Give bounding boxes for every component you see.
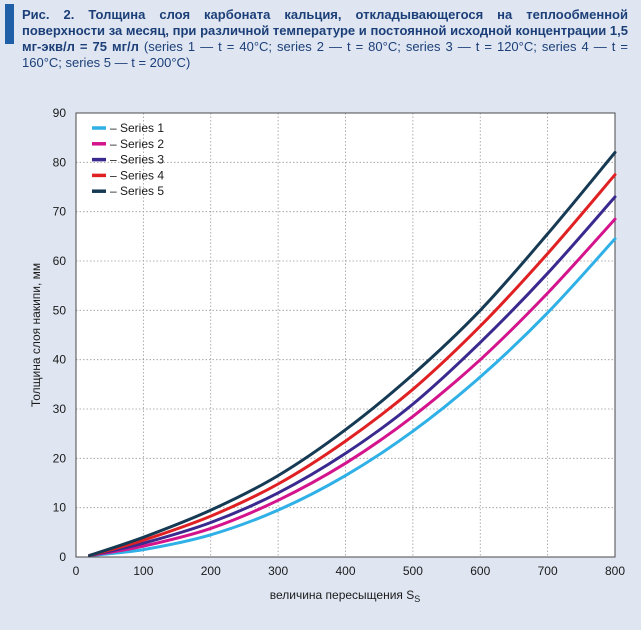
y-tick-label: 60 <box>53 254 67 268</box>
legend-label-series-3: – Series 3 <box>110 153 164 167</box>
figure-caption: Рис. 2. Толщина слоя карбоната кальция, … <box>22 7 628 71</box>
x-axis-label-main: величина пересыщения S <box>270 588 415 602</box>
legend-label-series-1: – Series 1 <box>110 121 164 135</box>
y-tick-label: 90 <box>53 106 67 120</box>
y-tick-label: 80 <box>53 155 67 169</box>
plot-frame <box>75 112 616 558</box>
caption-series-text: (series 1 — t = 40°C; series 2 — t = 80°… <box>22 39 628 70</box>
y-tick-labels: 0 10 20 30 40 50 60 70 80 90 <box>53 106 67 564</box>
legend-label-series-4: – Series 4 <box>110 168 164 182</box>
x-tick-labels: 0 100 200 300 400 500 600 700 800 <box>73 564 626 578</box>
legend: – Series 1 – Series 2 – Series 3– Series 4… <box>92 121 164 198</box>
x-tick-label: 100 <box>133 564 153 578</box>
x-tick-label: 800 <box>605 564 625 578</box>
y-tick-label: 0 <box>59 550 66 564</box>
y-axis-label: Толщина слоя накипи, мм <box>29 263 43 407</box>
caption-accent-bar <box>5 4 14 44</box>
series-1-line <box>88 237 617 557</box>
y-tick-label: 10 <box>53 501 67 515</box>
x-tick-label: 600 <box>470 564 490 578</box>
x-axis-label-subscript: S <box>414 594 420 604</box>
x-axis-label: величина пересыщения SS <box>270 588 421 604</box>
x-tick-label: 200 <box>201 564 221 578</box>
y-tick-label: 20 <box>53 451 67 465</box>
legend-label-series-2: – Series 2 <box>110 137 164 151</box>
legend-label-series-5: – Series 5 <box>110 184 164 198</box>
x-tick-label: 300 <box>268 564 288 578</box>
y-tick-label: 30 <box>53 402 67 416</box>
y-tick-label: 70 <box>53 205 67 219</box>
series-4-line <box>88 173 617 557</box>
series-lines <box>88 151 617 557</box>
series-5-line <box>88 151 617 557</box>
x-tick-label: 500 <box>403 564 423 578</box>
x-tick-label: 700 <box>538 564 558 578</box>
x-tick-label: 400 <box>335 564 355 578</box>
series-3-line <box>88 195 617 557</box>
y-tick-label: 50 <box>53 303 67 317</box>
caption-bold-text: Рис. 2. Толщина слоя карбоната кальция, … <box>22 7 628 54</box>
series-2-line <box>88 217 617 557</box>
y-tick-label: 40 <box>53 353 67 367</box>
x-tick-label: 0 <box>73 564 80 578</box>
